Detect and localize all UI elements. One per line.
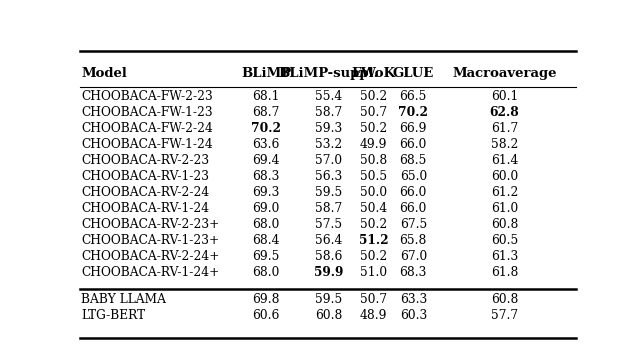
Text: Model: Model (81, 67, 127, 80)
Text: 50.2: 50.2 (360, 122, 387, 135)
Text: 61.2: 61.2 (491, 186, 518, 199)
Text: 68.3: 68.3 (399, 266, 427, 279)
Text: 69.4: 69.4 (252, 154, 280, 167)
Text: CHOOBACA-FW-2-24: CHOOBACA-FW-2-24 (81, 122, 213, 135)
Text: 59.3: 59.3 (316, 122, 342, 135)
Text: 65.8: 65.8 (399, 234, 427, 247)
Text: BLiMP: BLiMP (241, 67, 291, 80)
Text: Macroaverage: Macroaverage (452, 67, 557, 80)
Text: CHOOBACA-RV-2-24+: CHOOBACA-RV-2-24+ (81, 250, 220, 263)
Text: 60.0: 60.0 (491, 170, 518, 183)
Text: 68.0: 68.0 (252, 218, 280, 231)
Text: 59.9: 59.9 (314, 266, 344, 279)
Text: 50.8: 50.8 (360, 154, 387, 167)
Text: 60.1: 60.1 (491, 90, 518, 103)
Text: 60.8: 60.8 (491, 218, 518, 231)
Text: CHOOBACA-RV-1-23: CHOOBACA-RV-1-23 (81, 170, 209, 183)
Text: 70.2: 70.2 (398, 106, 428, 119)
Text: 57.7: 57.7 (491, 309, 518, 322)
Text: 60.3: 60.3 (400, 309, 427, 322)
Text: 50.5: 50.5 (360, 170, 387, 183)
Text: 58.2: 58.2 (491, 138, 518, 151)
Text: CHOOBACA-RV-2-23+: CHOOBACA-RV-2-23+ (81, 218, 220, 231)
Text: 63.3: 63.3 (400, 293, 427, 306)
Text: 66.0: 66.0 (399, 186, 427, 199)
Text: 66.0: 66.0 (399, 138, 427, 151)
Text: 61.0: 61.0 (491, 202, 518, 215)
Text: CHOOBACA-RV-1-24: CHOOBACA-RV-1-24 (81, 202, 210, 215)
Text: 50.7: 50.7 (360, 293, 387, 306)
Text: BABY LLAMA: BABY LLAMA (81, 293, 166, 306)
Text: BLiMP-suppl.: BLiMP-suppl. (279, 67, 379, 80)
Text: 68.7: 68.7 (252, 106, 280, 119)
Text: 66.0: 66.0 (399, 202, 427, 215)
Text: 69.8: 69.8 (252, 293, 280, 306)
Text: 50.2: 50.2 (360, 218, 387, 231)
Text: 67.5: 67.5 (400, 218, 427, 231)
Text: 68.1: 68.1 (252, 90, 280, 103)
Text: 60.8: 60.8 (491, 293, 518, 306)
Text: 61.3: 61.3 (491, 250, 518, 263)
Text: CHOOBACA-FW-2-23: CHOOBACA-FW-2-23 (81, 90, 213, 103)
Text: 69.5: 69.5 (252, 250, 280, 263)
Text: 68.3: 68.3 (252, 170, 280, 183)
Text: 61.4: 61.4 (491, 154, 518, 167)
Text: 69.0: 69.0 (252, 202, 280, 215)
Text: 56.3: 56.3 (316, 170, 342, 183)
Text: 62.8: 62.8 (490, 106, 520, 119)
Text: CHOOBACA-RV-1-24+: CHOOBACA-RV-1-24+ (81, 266, 220, 279)
Text: 59.5: 59.5 (316, 293, 342, 306)
Text: 69.3: 69.3 (252, 186, 280, 199)
Text: CHOOBACA-FW-1-23: CHOOBACA-FW-1-23 (81, 106, 213, 119)
Text: 60.6: 60.6 (252, 309, 280, 322)
Text: 51.0: 51.0 (360, 266, 387, 279)
Text: GLUE: GLUE (393, 67, 434, 80)
Text: CHOOBACA-RV-2-23: CHOOBACA-RV-2-23 (81, 154, 210, 167)
Text: 58.7: 58.7 (316, 106, 342, 119)
Text: EWoK: EWoK (351, 67, 396, 80)
Text: 66.9: 66.9 (399, 122, 427, 135)
Text: 50.4: 50.4 (360, 202, 387, 215)
Text: 70.2: 70.2 (251, 122, 281, 135)
Text: CHOOBACA-FW-1-24: CHOOBACA-FW-1-24 (81, 138, 213, 151)
Text: LTG-BERT: LTG-BERT (81, 309, 146, 322)
Text: 50.2: 50.2 (360, 250, 387, 263)
Text: 67.0: 67.0 (400, 250, 427, 263)
Text: 50.0: 50.0 (360, 186, 387, 199)
Text: 68.0: 68.0 (252, 266, 280, 279)
Text: 58.6: 58.6 (316, 250, 342, 263)
Text: 56.4: 56.4 (316, 234, 342, 247)
Text: 50.2: 50.2 (360, 90, 387, 103)
Text: 53.2: 53.2 (316, 138, 342, 151)
Text: CHOOBACA-RV-2-24: CHOOBACA-RV-2-24 (81, 186, 210, 199)
Text: 61.8: 61.8 (491, 266, 518, 279)
Text: 65.0: 65.0 (400, 170, 427, 183)
Text: 51.2: 51.2 (359, 234, 388, 247)
Text: 58.7: 58.7 (316, 202, 342, 215)
Text: 48.9: 48.9 (360, 309, 387, 322)
Text: 57.0: 57.0 (316, 154, 342, 167)
Text: 63.6: 63.6 (252, 138, 280, 151)
Text: 49.9: 49.9 (360, 138, 387, 151)
Text: 59.5: 59.5 (316, 186, 342, 199)
Text: 60.5: 60.5 (491, 234, 518, 247)
Text: 60.8: 60.8 (316, 309, 342, 322)
Text: CHOOBACA-RV-1-23+: CHOOBACA-RV-1-23+ (81, 234, 220, 247)
Text: 68.4: 68.4 (252, 234, 280, 247)
Text: 57.5: 57.5 (316, 218, 342, 231)
Text: 68.5: 68.5 (399, 154, 427, 167)
Text: 55.4: 55.4 (316, 90, 342, 103)
Text: 66.5: 66.5 (399, 90, 427, 103)
Text: 61.7: 61.7 (491, 122, 518, 135)
Text: 50.7: 50.7 (360, 106, 387, 119)
